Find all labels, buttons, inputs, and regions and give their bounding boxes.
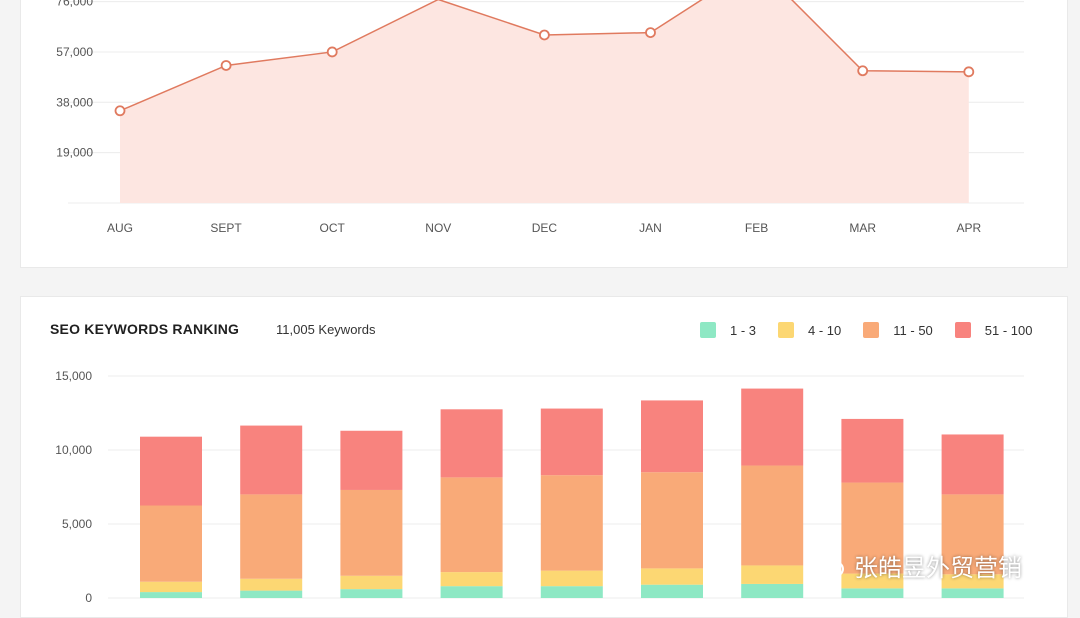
bar-segment-51-100 xyxy=(841,418,904,483)
y-tick-label: 19,000 xyxy=(56,146,93,160)
area-fill xyxy=(120,0,969,203)
bar-segment-1-3 xyxy=(340,589,403,598)
bar-segment-11-50 xyxy=(240,494,303,579)
bar-segment-11-50 xyxy=(841,482,904,574)
bar-segment-11-50 xyxy=(140,505,202,582)
x-tick-label: NOV xyxy=(425,221,451,235)
y-tick-label: 15,000 xyxy=(55,369,92,383)
y-tick-label: 76,000 xyxy=(56,0,93,9)
x-tick-label: DEC xyxy=(532,221,558,235)
bar-segment-4-10 xyxy=(741,565,804,584)
bar-segment-1-3 xyxy=(540,586,603,598)
bar-segment-1-3 xyxy=(741,583,804,598)
bar-segment-4-10 xyxy=(240,578,303,591)
legend: 1 - 3 4 - 10 11 - 50 51 - 100 xyxy=(700,322,1054,338)
watermark-text: 张皓昱外贸营销 xyxy=(854,555,1022,582)
x-tick-label: JAN xyxy=(639,221,662,235)
data-point xyxy=(539,29,550,41)
bar-segment-4-10 xyxy=(540,570,603,587)
x-tick-label: APR xyxy=(956,221,981,235)
legend-label-51-100: 51 - 100 xyxy=(984,322,1033,338)
bar-segment-4-10 xyxy=(841,573,904,589)
bar-segment-4-10 xyxy=(641,568,703,585)
bar-segment-1-3 xyxy=(941,588,1004,598)
y-tick-label: 5,000 xyxy=(62,517,92,531)
bar-segment-4-10 xyxy=(941,574,1004,589)
bar-segment-11-50 xyxy=(941,494,1004,575)
legend-item-4-10[interactable]: 4 - 10 xyxy=(778,322,841,338)
x-tick-label: AUG xyxy=(107,221,133,235)
bar-segment-51-100 xyxy=(941,434,1004,495)
data-point xyxy=(857,65,869,77)
legend-swatch-51-100 xyxy=(954,322,971,338)
bar-segment-51-100 xyxy=(741,388,804,466)
legend-label-4-10: 4 - 10 xyxy=(808,322,842,338)
bar-segment-51-100 xyxy=(240,425,303,495)
legend-swatch-1-3 xyxy=(700,322,716,338)
x-tick-label: OCT xyxy=(320,221,346,235)
legend-swatch-4-10 xyxy=(778,322,795,338)
data-point xyxy=(645,27,656,39)
x-tick-label: SEPT xyxy=(210,221,242,235)
bar-segment-1-3 xyxy=(240,590,303,598)
y-tick-label: 0 xyxy=(85,591,92,605)
legend-label-11-50: 11 - 50 xyxy=(893,322,933,338)
y-tick-label: 57,000 xyxy=(56,45,93,59)
x-tick-label: FEB xyxy=(745,221,768,235)
bar-segment-11-50 xyxy=(741,465,804,566)
bar-segment-51-100 xyxy=(540,408,603,476)
data-point xyxy=(220,60,232,71)
bar-segment-51-100 xyxy=(641,400,703,473)
legend-item-11-50[interactable]: 11 - 50 xyxy=(863,322,933,338)
data-point xyxy=(114,105,126,117)
bar-segment-51-100 xyxy=(140,436,202,506)
bar-segment-11-50 xyxy=(540,475,603,571)
bar-segment-4-10 xyxy=(140,581,202,593)
bar-segment-1-3 xyxy=(841,588,904,598)
bar-segment-4-10 xyxy=(440,572,503,587)
data-point xyxy=(963,66,975,78)
bar-segment-1-3 xyxy=(140,592,202,598)
legend-label-1-3: 1 - 3 xyxy=(730,322,757,338)
bar-segment-51-100 xyxy=(340,430,403,490)
bar-segment-4-10 xyxy=(340,575,403,590)
legend-item-1-3[interactable]: 1 - 3 xyxy=(700,322,756,338)
bar-segment-51-100 xyxy=(440,409,503,478)
chart-title: SEO KEYWORDS RANKING xyxy=(50,321,240,337)
y-tick-label: 38,000 xyxy=(56,95,93,109)
bar-segment-1-3 xyxy=(641,584,703,598)
bar-segment-11-50 xyxy=(641,472,703,569)
legend-item-51-100[interactable]: 51 - 100 xyxy=(954,322,1033,338)
wechat-icon xyxy=(813,553,844,577)
bar-segment-11-50 xyxy=(440,477,503,573)
bar-segment-1-3 xyxy=(440,586,503,598)
watermark: 张皓昱外贸营销 xyxy=(812,548,1022,583)
traffic-line-chart: 19,000 38,000 57,000 76,000 AUG SEPT OCT NOV DEC… xyxy=(56,0,1024,235)
legend-swatch-11-50 xyxy=(863,322,880,338)
data-point xyxy=(326,46,338,58)
x-tick-label: MAR xyxy=(849,221,876,235)
y-tick-label: 10,000 xyxy=(55,443,92,457)
keyword-count: 11,005 Keywords xyxy=(276,322,376,337)
bar-segment-11-50 xyxy=(340,489,403,576)
